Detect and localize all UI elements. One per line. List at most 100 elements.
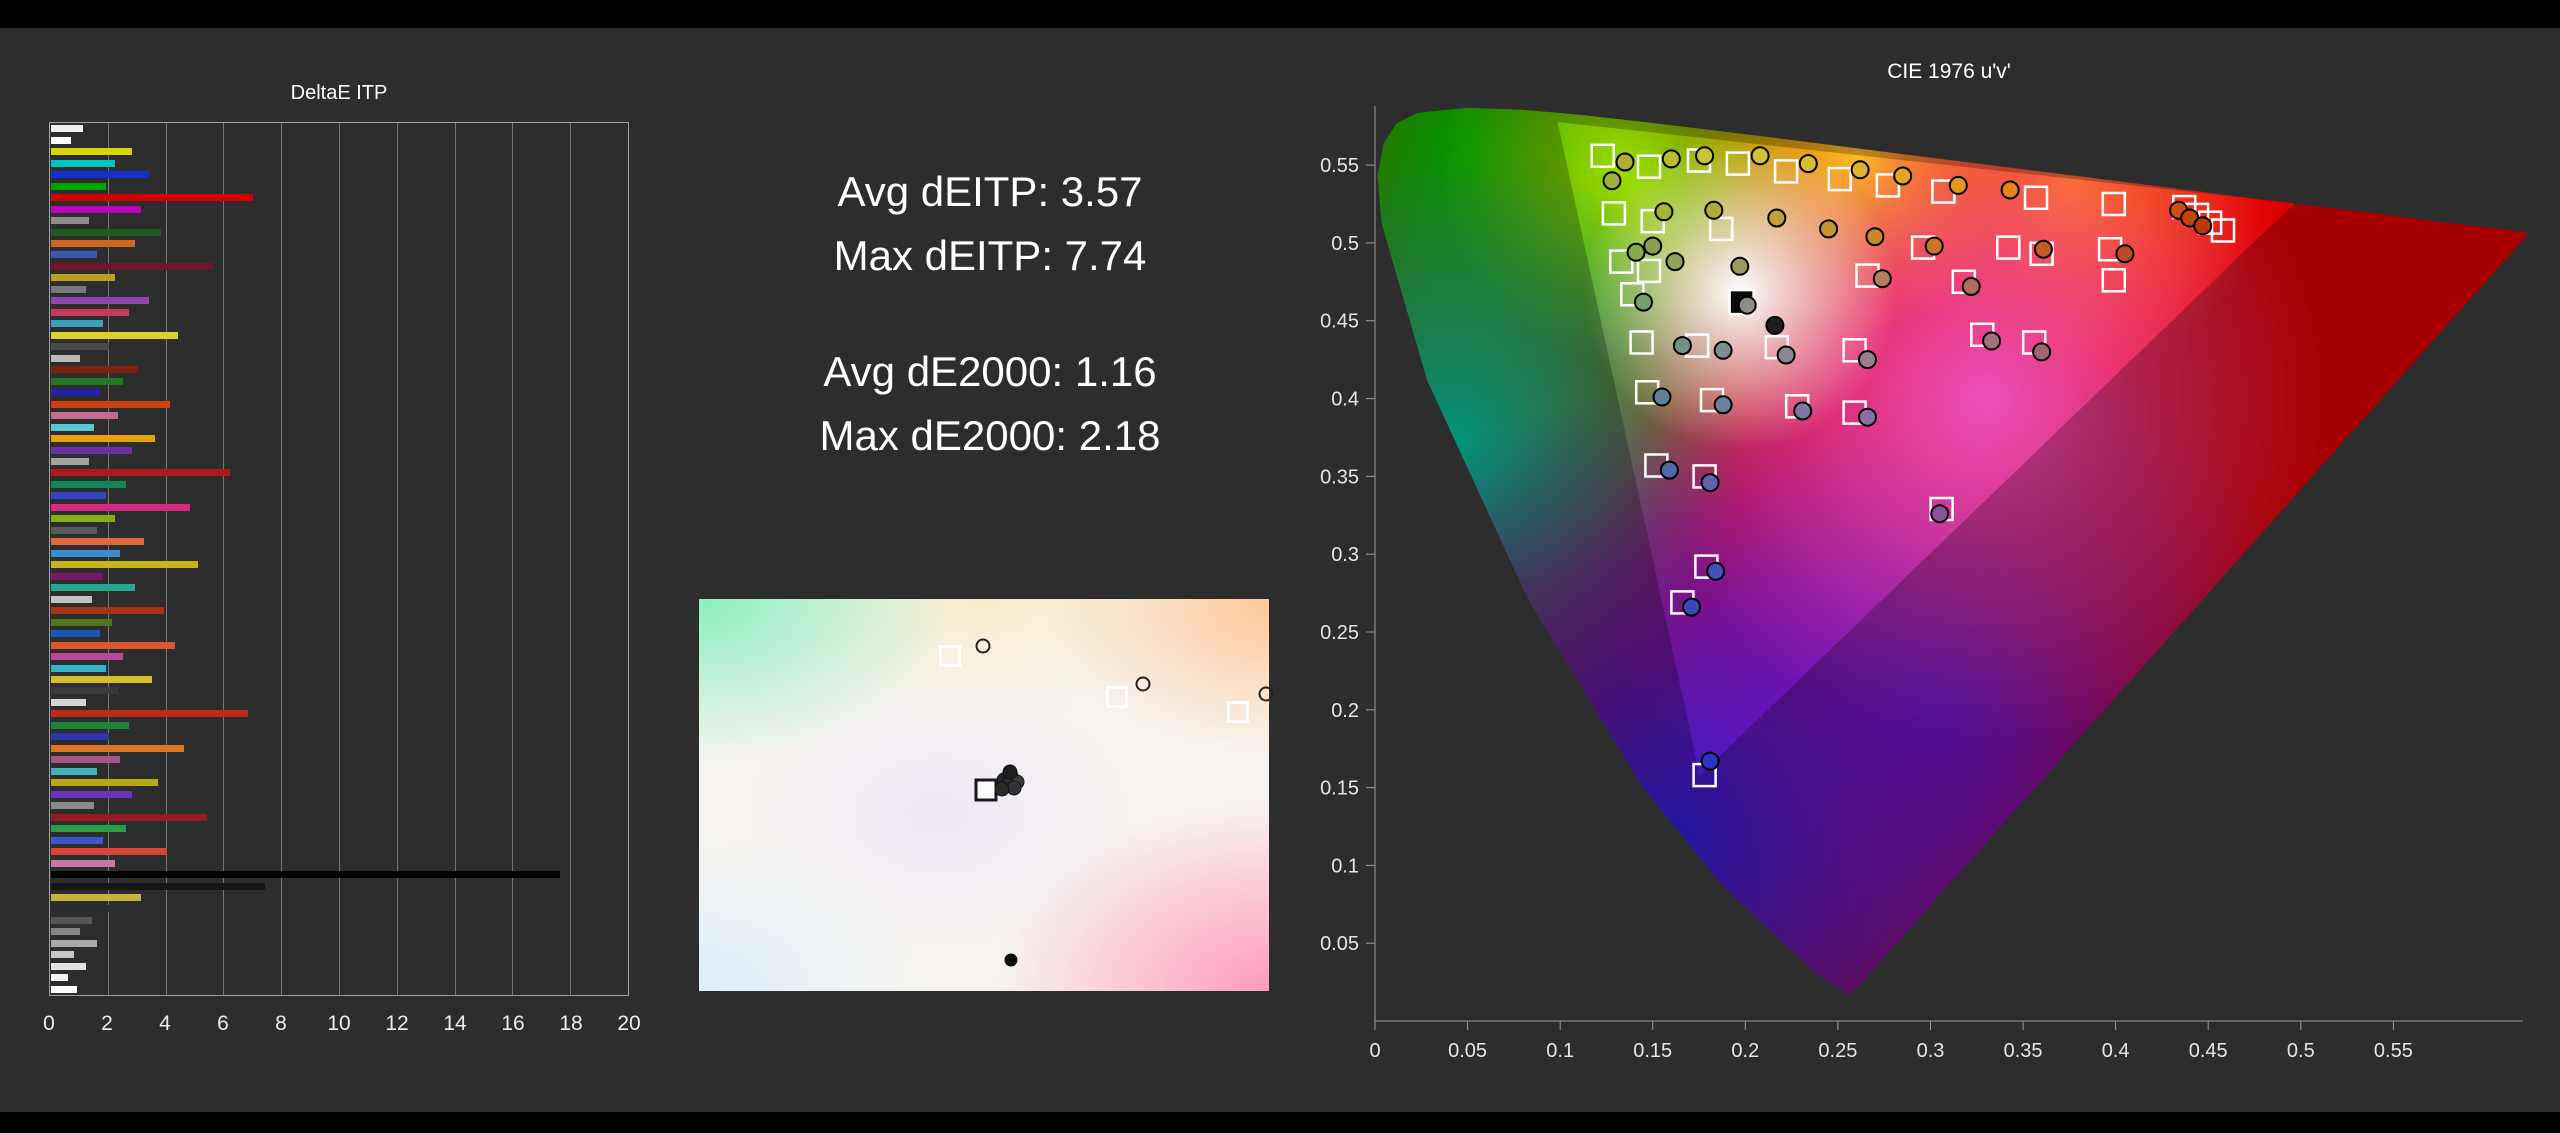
x-tick-label: 0.45	[2189, 1040, 2228, 1062]
x-tick-label: 0	[1369, 1040, 1380, 1062]
target-square	[2023, 185, 2049, 211]
measurement-circle	[1700, 473, 1720, 493]
deltae-bar	[51, 148, 132, 156]
deltae-bar	[51, 492, 106, 500]
deltae-bar	[51, 182, 106, 190]
deltae-bar	[51, 320, 103, 328]
gridline	[339, 123, 340, 995]
cie-chart-title: CIE 1976 u'v'	[1887, 60, 2011, 83]
deltae-bar	[51, 354, 80, 362]
deltae-bar	[51, 251, 98, 259]
cie-markers	[1590, 143, 2236, 788]
deltae-bar	[51, 974, 69, 982]
measurement-circle	[1930, 504, 1950, 524]
deltae-bar	[51, 285, 86, 293]
x-tick-label: 0	[43, 1012, 55, 1035]
deltae-bar	[51, 572, 103, 580]
measurement-circle	[1850, 160, 1870, 180]
measurement-circle	[1872, 269, 1892, 289]
deltae-bar	[51, 985, 77, 993]
x-tick-label: 0.5	[2287, 1040, 2315, 1062]
deltae-bar	[51, 710, 248, 718]
target-square	[1773, 159, 1799, 184]
gamut-plot	[699, 599, 1274, 991]
bottom-letterbox-bar	[0, 1112, 2560, 1133]
target-square	[1629, 330, 1654, 355]
measurement-circle	[1765, 315, 1785, 335]
deltae-bar	[51, 400, 170, 408]
deltae-bar	[51, 859, 115, 867]
measurement-circle	[2115, 244, 2135, 264]
deltae-bar	[51, 240, 135, 247]
target-square	[1725, 151, 1751, 176]
x-tick-label: 14	[443, 1012, 467, 1035]
target-square	[1227, 700, 1250, 723]
deltae-bar	[51, 744, 184, 752]
deltae-bar	[51, 630, 101, 638]
measurement-circle	[1002, 764, 1018, 779]
x-tick-label: 2	[101, 1012, 113, 1035]
deltae-bar	[51, 676, 153, 683]
deltae-bar	[51, 136, 72, 144]
measurement-circle	[1602, 171, 1622, 191]
deltae-bar	[51, 584, 135, 592]
measurement-circle	[1672, 336, 1692, 356]
measurement-circle	[1893, 166, 1913, 186]
deltae-bar	[51, 905, 109, 913]
deltae-bar	[51, 595, 92, 603]
deltae-bar	[51, 423, 95, 431]
deltae-bar	[51, 871, 560, 878]
cie-locus-fill	[1377, 107, 2530, 996]
x-tick-label: 18	[559, 1012, 583, 1035]
measurement-circle	[1737, 295, 1757, 315]
target-square	[1609, 249, 1634, 274]
deltae-bar	[51, 939, 98, 947]
deltae-bar	[51, 217, 89, 224]
x-tick-label: 8	[275, 1012, 287, 1035]
y-tick-label: 0.25	[1320, 622, 1359, 644]
measurement-circle	[1776, 345, 1796, 365]
deltae-bar	[51, 377, 124, 385]
measurement-circle	[1798, 154, 1818, 174]
deltae-bar	[51, 308, 129, 316]
target-square	[2101, 268, 2127, 293]
deltae-bar	[51, 538, 144, 546]
gridline	[223, 123, 225, 995]
target-square	[1106, 686, 1129, 708]
target-square	[1709, 216, 1734, 242]
measurement-circle	[1643, 236, 1663, 256]
measurement-circle	[1924, 236, 1944, 256]
measurement-circle	[1767, 208, 1787, 228]
black-point-dot	[1004, 953, 1018, 967]
x-tick-label: 0.35	[2004, 1040, 2043, 1062]
deltae-bar	[51, 458, 89, 465]
deltae-bar	[51, 366, 138, 374]
gridline	[570, 123, 572, 995]
x-tick-label: 0.15	[1633, 1040, 1672, 1062]
target-square	[2210, 218, 2236, 243]
top-letterbox-bar	[0, 0, 2560, 28]
deltae-bar	[51, 228, 161, 236]
deltae-plot	[49, 122, 629, 996]
target-square	[1827, 166, 1853, 192]
measurement-circle	[1654, 202, 1674, 222]
deltae-bar	[51, 331, 179, 339]
deltae-bar	[51, 480, 127, 488]
measurement-circle	[2033, 239, 2053, 259]
measurement-circle	[2193, 216, 2213, 236]
measurement-circle	[1858, 407, 1877, 427]
y-tick-label: 0.35	[1320, 466, 1359, 488]
deltae-bar	[51, 928, 80, 936]
y-tick-label: 0.3	[1331, 544, 1359, 566]
y-tick-label: 0.55	[1320, 155, 1359, 177]
measurement-circle	[1634, 292, 1653, 312]
y-tick-label: 0.45	[1320, 311, 1359, 333]
cie-svg: 0.05 0.1 0.15 0.2 0.25 0.3 0.35 0.4 0.45 0.5 0.55 0…	[1320, 106, 2530, 1062]
deltae-bar	[51, 194, 254, 202]
deltae-bar	[51, 779, 158, 787]
x-tick-label: 0.55	[2374, 1040, 2413, 1062]
target-square	[1636, 154, 1662, 179]
reference-circle	[1135, 676, 1151, 692]
measurement-circle	[1865, 227, 1885, 247]
